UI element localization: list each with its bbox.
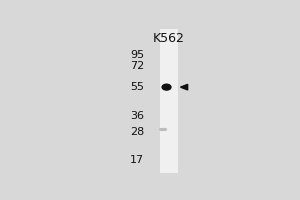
Text: 72: 72 [130,61,145,71]
Ellipse shape [160,129,167,130]
Text: 95: 95 [130,50,145,60]
Text: K562: K562 [153,32,185,45]
Text: 28: 28 [130,127,145,137]
Bar [160,29,178,173]
Polygon shape [181,84,188,90]
Text: 17: 17 [130,155,145,165]
Ellipse shape [162,84,171,90]
Text: 36: 36 [130,111,145,121]
Text: 55: 55 [130,82,145,92]
